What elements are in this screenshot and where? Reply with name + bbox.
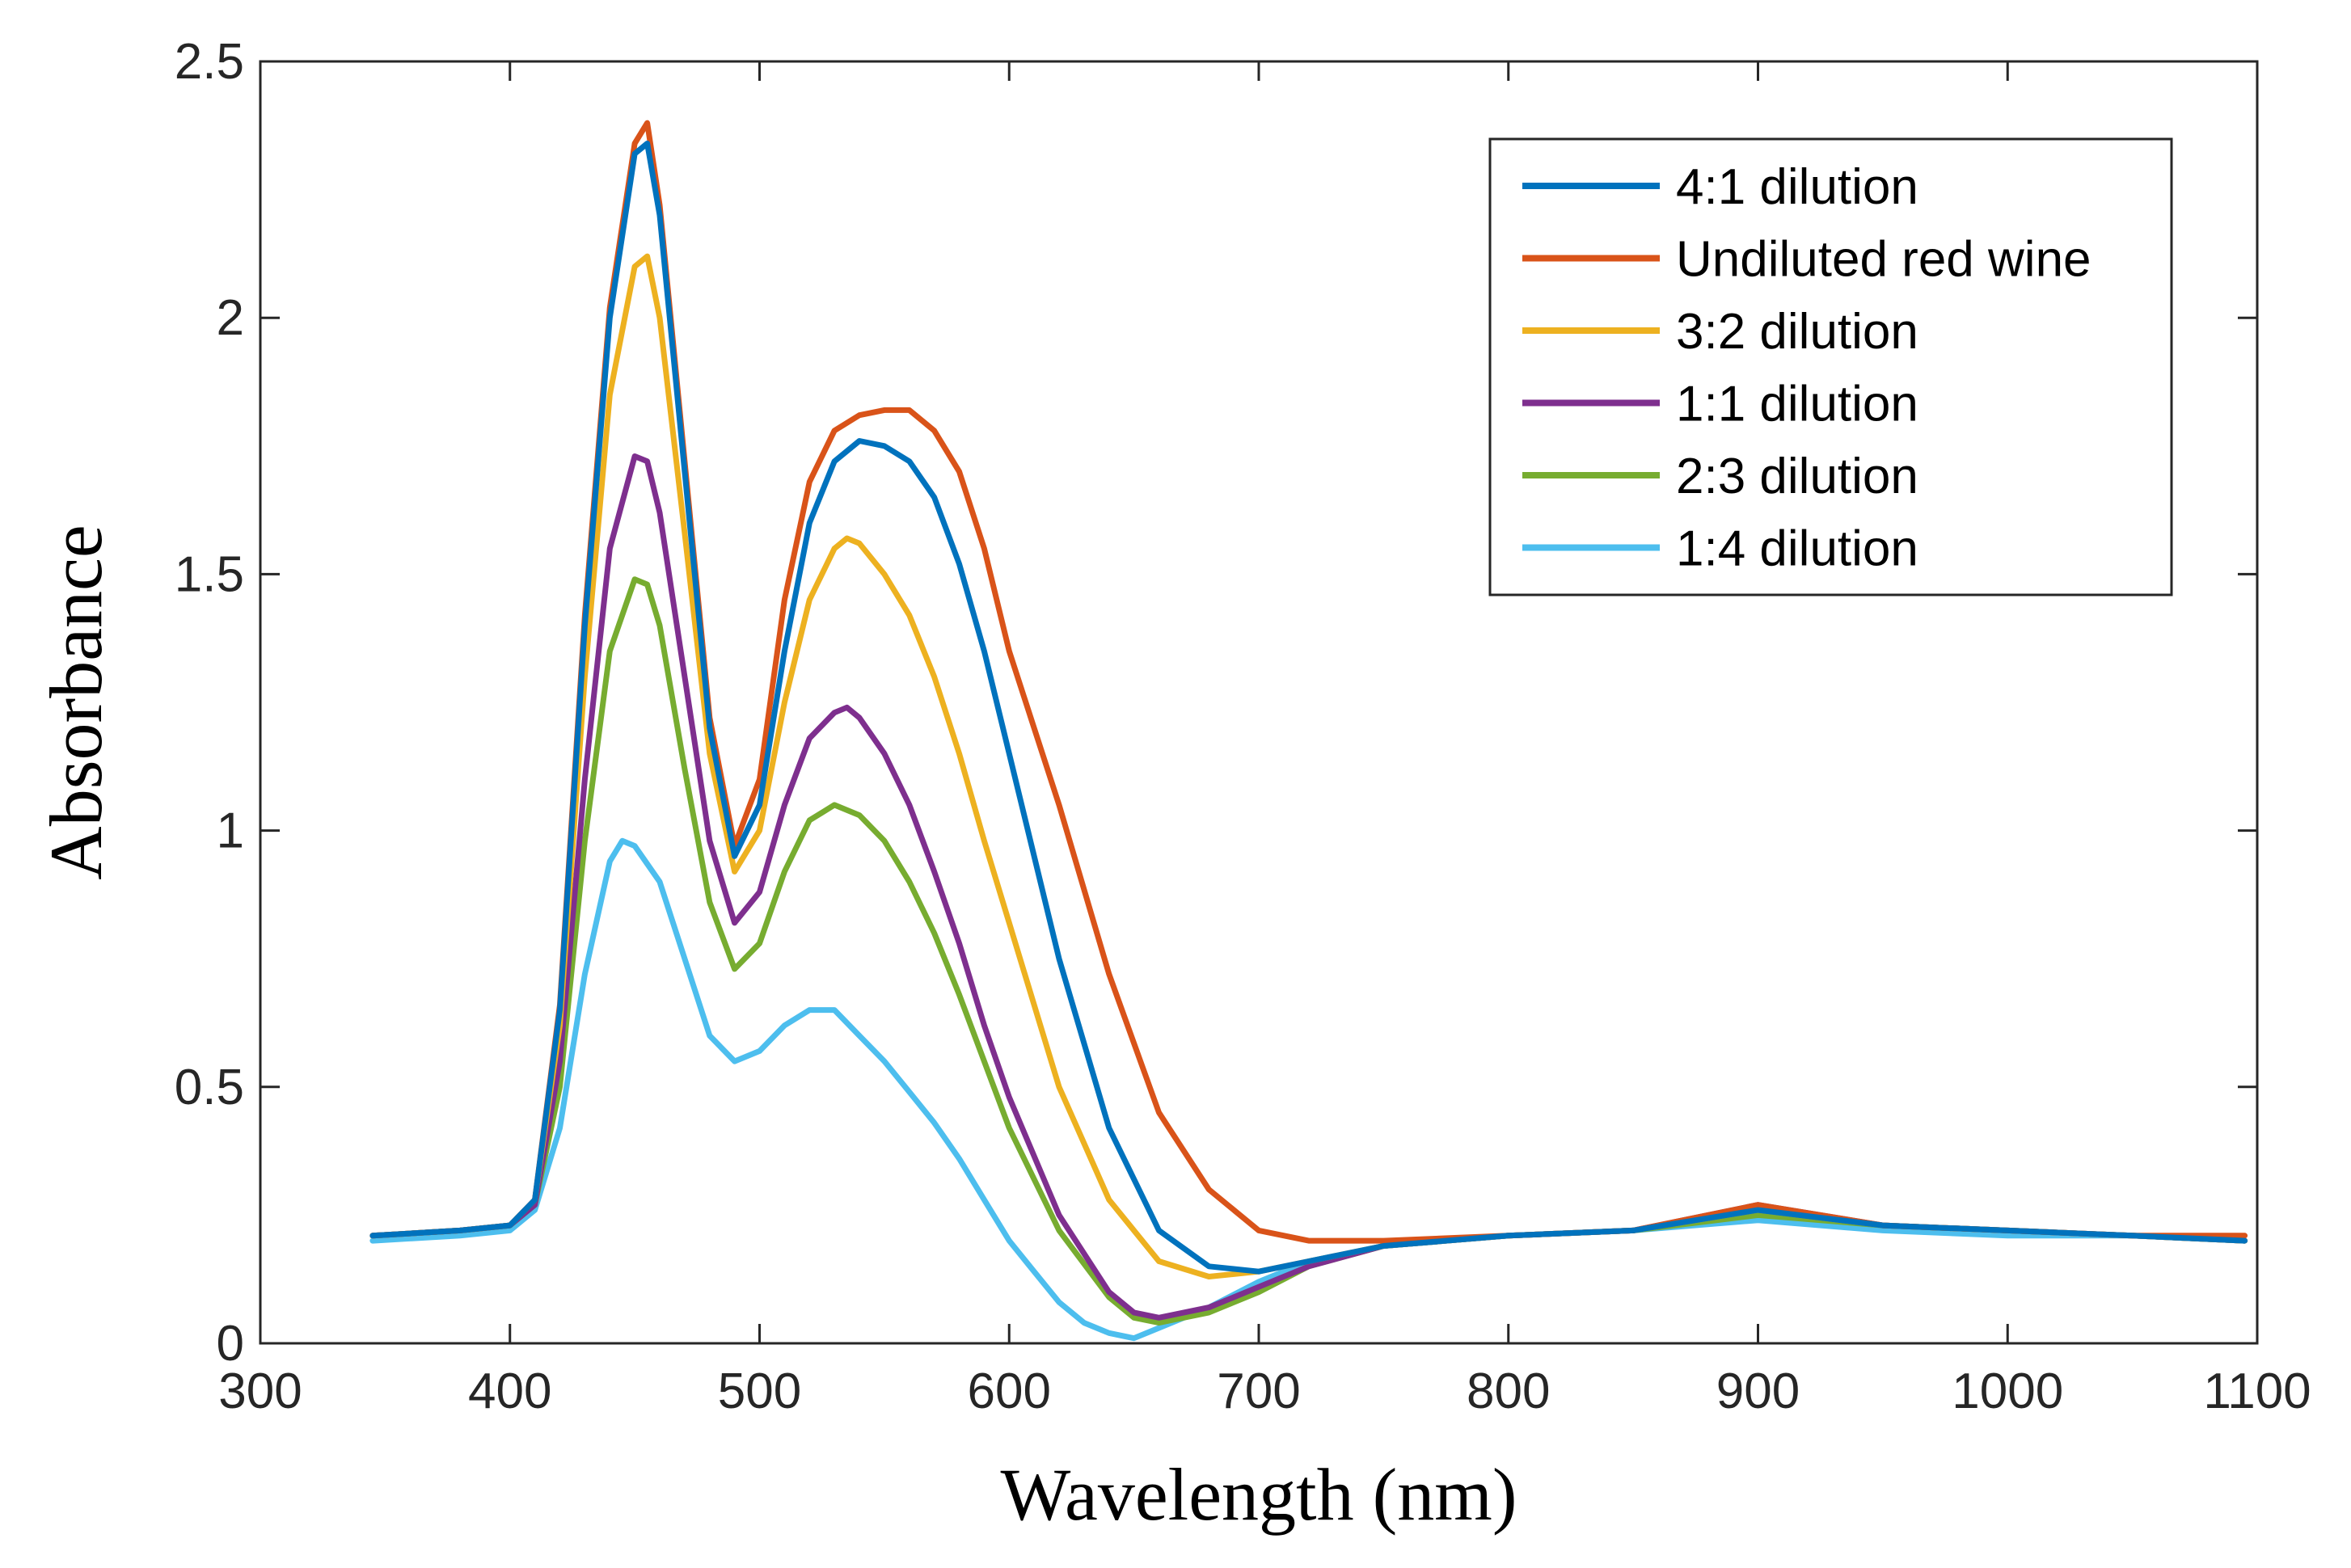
x-axis-ticks: 300 400 500 600 700 800 900 1000 1100 <box>218 61 2311 1419</box>
x-tick-label: 300 <box>218 1364 302 1419</box>
y-tick-label: 0 <box>217 1316 244 1372</box>
x-tick-label: 800 <box>1467 1364 1550 1419</box>
legend-label-3-2-dilution: 3:2 dilution <box>1676 304 1918 360</box>
legend-label-2-3-dilution: 2:3 dilution <box>1676 449 1918 504</box>
x-tick-label: 900 <box>1716 1364 1800 1419</box>
legend-label-1-4-dilution: 1:4 dilution <box>1676 521 1918 577</box>
y-tick-label: 2.5 <box>175 34 244 90</box>
y-tick-label: 1.5 <box>175 546 244 602</box>
x-tick-label: 1100 <box>2203 1364 2311 1419</box>
y-tick-label: 0.5 <box>175 1060 244 1115</box>
y-tick-label: 1 <box>217 803 244 859</box>
x-tick-label: 400 <box>468 1364 551 1419</box>
x-tick-label: 700 <box>1217 1364 1300 1419</box>
y-tick-label: 2 <box>217 290 244 346</box>
legend-label-1-1-dilution: 1:1 dilution <box>1676 377 1918 432</box>
y-axis-ticks: 0 0.5 1 1.5 2 2.5 <box>175 34 2257 1372</box>
legend-box <box>1488 137 2173 596</box>
legend: 4:1 dilution Undiluted red wine 3:2 diluti… <box>1488 137 2173 596</box>
x-tick-label: 600 <box>968 1364 1051 1419</box>
y-axis-title: Absorbance <box>35 525 117 879</box>
series-line-4-1-dilution <box>369 141 2248 1275</box>
legend-label-4-1-dilution: 4:1 dilution <box>1676 159 1918 215</box>
plot-lines <box>369 120 2248 1342</box>
x-tick-label: 500 <box>718 1364 801 1419</box>
legend-label-undiluted-red-wine: Undiluted red wine <box>1676 232 2091 288</box>
x-tick-label: 1000 <box>1952 1364 2063 1419</box>
x-axis-title: Wavelength (nm) <box>1001 1453 1517 1536</box>
